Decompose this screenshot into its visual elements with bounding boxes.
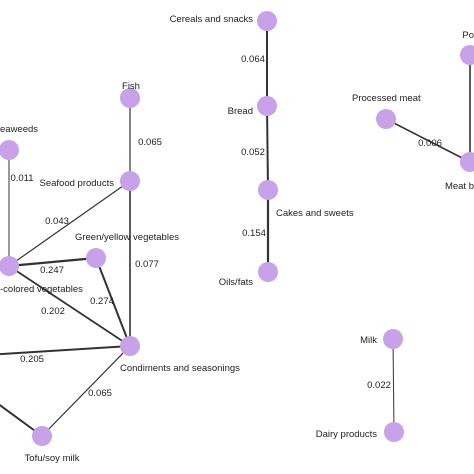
node-seafood (120, 171, 140, 191)
edge-weight-label: 0.077 (135, 259, 159, 270)
node-milk (383, 329, 403, 349)
node-label-layer: Cereals and snacks Bread Cakes and sweets O… (0, 14, 474, 464)
node-seaweeds (0, 140, 19, 160)
node-label-cereals: Cereals and snacks (170, 14, 254, 25)
edge-weight-label: 0.065 (138, 137, 162, 148)
node-label-oils: Oils/fats (219, 277, 254, 288)
edge-condiments-tofu (41, 345, 131, 437)
node-label-condiments: Condiments and seasonings (120, 363, 240, 374)
node-layer (0, 11, 474, 446)
node-colored (0, 256, 19, 276)
edge-weight-layer: 0.064 0.052 0.154 0.065 0.011 0.043 0.077 0.247… (10, 54, 441, 399)
node-tofu (32, 426, 52, 446)
node-oils (258, 262, 278, 282)
node-cereals (257, 11, 277, 31)
edge-weight-label: 0.006 (418, 138, 442, 149)
node-label-processed: Processed meat (352, 93, 421, 104)
node-fish (120, 88, 140, 108)
node-greenyellow (86, 248, 106, 268)
node-label-colored: -colored vegetables (0, 284, 83, 295)
edge-greenyellow-condiments (95, 257, 131, 347)
node-label-greenyellow: Green/yellow vegetables (75, 232, 179, 243)
node-label-milk: Milk (360, 335, 377, 346)
node-label-fish: Fish (122, 81, 140, 92)
node-processed (376, 109, 396, 129)
node-bread (257, 96, 277, 116)
node-label-cakes: Cakes and sweets (276, 208, 354, 219)
node-label-seaweeds: eaweeds (0, 124, 38, 135)
edge-colored-condiments (8, 265, 131, 347)
edge-bread-cakes (266, 105, 269, 191)
edge-weight-label: 0.065 (88, 388, 112, 399)
node-condiments (120, 336, 140, 356)
edge-layer (0, 21, 471, 437)
edge-colored-greenyellow (8, 256, 97, 268)
node-label-seafood: Seafood products (40, 178, 115, 189)
node-label-po: Po (462, 30, 474, 41)
edge-leftB-tofu (0, 404, 43, 437)
node-po (460, 45, 474, 65)
edge-weight-label: 0.247 (40, 265, 64, 276)
node-cakes (258, 180, 278, 200)
edge-processed-meat (385, 118, 471, 163)
edge-weight-label: 0.052 (241, 147, 265, 158)
edge-weight-label: 0.154 (242, 228, 266, 239)
node-label-bread: Bread (228, 106, 253, 117)
edge-weight-label: 0.011 (10, 173, 33, 184)
edge-leftA-condiments (0, 345, 131, 356)
edge-weight-label: 0.064 (241, 54, 265, 65)
edge-weight-label: 0.043 (45, 216, 69, 227)
edge-seafood-colored (8, 180, 131, 267)
node-dairy (384, 422, 404, 442)
node-label-meat: Meat b (445, 181, 474, 192)
edge-milk-dairy (392, 338, 395, 433)
node-label-tofu: Tofu/soy milk (25, 453, 80, 464)
node-label-dairy: Dairy products (316, 429, 377, 440)
edge-weight-label: 0.022 (367, 380, 391, 391)
edge-weight-label: 0.274 (90, 296, 114, 307)
edge-weight-label: 0.202 (41, 306, 65, 317)
node-meat (460, 152, 474, 172)
edge-weight-label: 0.205 (20, 354, 44, 365)
